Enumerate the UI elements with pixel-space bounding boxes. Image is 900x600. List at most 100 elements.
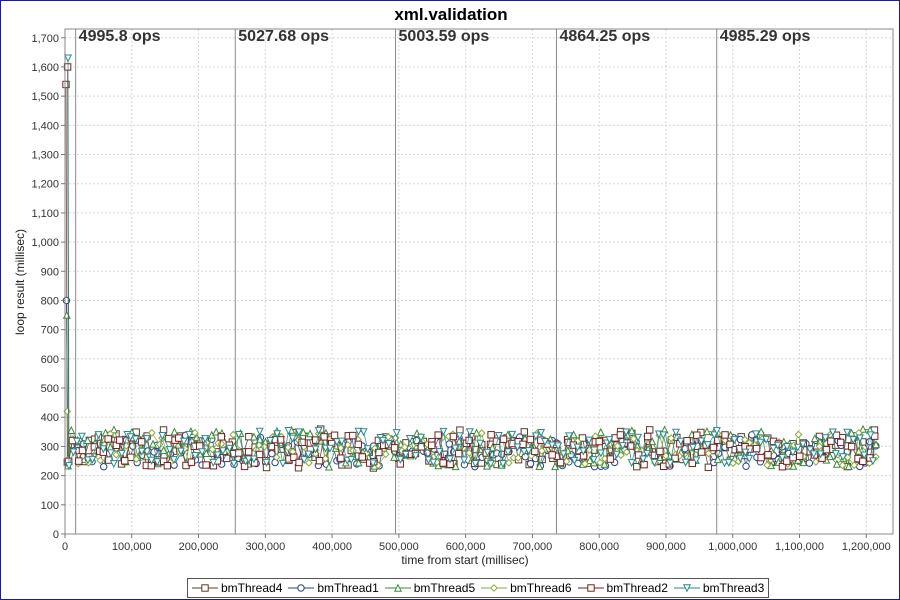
data-point bbox=[741, 435, 749, 444]
data-point bbox=[429, 458, 438, 467]
data-point bbox=[272, 453, 281, 462]
data-point bbox=[580, 459, 589, 468]
data-point bbox=[455, 432, 464, 441]
series-line-bmThread2 bbox=[67, 66, 876, 468]
data-point bbox=[390, 444, 399, 452]
series-bmThread2 bbox=[63, 63, 879, 471]
data-point bbox=[843, 453, 852, 462]
data-point bbox=[821, 434, 830, 443]
data-point bbox=[688, 459, 696, 468]
data-point bbox=[244, 448, 253, 456]
data-point bbox=[439, 459, 447, 467]
x-tick-label: 900,000 bbox=[646, 541, 686, 553]
data-point bbox=[299, 427, 308, 436]
data-point bbox=[147, 456, 156, 465]
data-point bbox=[806, 446, 815, 455]
data-point bbox=[273, 430, 282, 439]
data-point bbox=[255, 427, 264, 436]
data-point bbox=[378, 436, 387, 445]
data-point bbox=[99, 445, 108, 454]
data-point bbox=[213, 451, 222, 460]
y-tick-label: 500 bbox=[41, 383, 59, 395]
data-point bbox=[703, 441, 712, 450]
data-point bbox=[381, 450, 390, 459]
legend-label: bmThread2 bbox=[606, 581, 668, 595]
x-tick-label: 1,000,000 bbox=[708, 541, 757, 553]
data-point bbox=[618, 442, 627, 451]
data-point bbox=[330, 431, 339, 439]
data-point bbox=[704, 449, 713, 458]
data-point bbox=[520, 428, 529, 436]
data-point bbox=[752, 444, 761, 453]
data-point bbox=[121, 457, 129, 465]
data-point bbox=[487, 431, 495, 439]
data-point bbox=[83, 456, 92, 465]
series-bmThread4 bbox=[62, 80, 879, 472]
data-point bbox=[416, 433, 425, 442]
data-point bbox=[234, 431, 243, 440]
data-point bbox=[656, 447, 664, 456]
data-point bbox=[762, 435, 771, 444]
legend-item-bmThread3: bmThread3 bbox=[673, 581, 764, 595]
data-point bbox=[137, 447, 146, 456]
data-point bbox=[769, 444, 778, 453]
y-tick-label: 1,200 bbox=[31, 179, 59, 191]
y-tick-label: 1,700 bbox=[31, 33, 59, 45]
series-line-bmThread4 bbox=[65, 84, 875, 469]
data-point bbox=[476, 439, 485, 448]
legend-marker-square-icon bbox=[192, 584, 218, 592]
data-point bbox=[585, 456, 594, 465]
data-point bbox=[730, 436, 739, 445]
data-point bbox=[300, 456, 309, 465]
data-point bbox=[249, 455, 258, 464]
data-point bbox=[384, 440, 393, 449]
data-point bbox=[354, 458, 363, 467]
data-point bbox=[622, 428, 631, 437]
data-point bbox=[554, 442, 563, 451]
y-tick-label: 900 bbox=[41, 266, 59, 278]
plot-area-border bbox=[64, 28, 894, 535]
data-point bbox=[559, 450, 568, 459]
data-point bbox=[798, 440, 807, 449]
data-point bbox=[646, 426, 654, 434]
data-point bbox=[764, 451, 772, 459]
legend-marker-shape bbox=[490, 584, 499, 592]
data-point bbox=[671, 454, 679, 463]
data-point bbox=[783, 443, 792, 452]
data-point bbox=[551, 462, 560, 471]
y-tick-label: 100 bbox=[41, 500, 59, 512]
data-point bbox=[69, 448, 78, 457]
data-point bbox=[465, 449, 474, 457]
data-point bbox=[109, 425, 118, 434]
data-point bbox=[179, 437, 188, 446]
data-point bbox=[202, 448, 211, 457]
data-point bbox=[483, 448, 492, 457]
data-point bbox=[460, 456, 469, 465]
y-tick-label: 1,600 bbox=[31, 62, 59, 74]
data-point bbox=[589, 456, 598, 465]
phase-label: 4995.8 ops bbox=[79, 28, 161, 45]
legend-item-bmThread5: bmThread5 bbox=[384, 581, 475, 595]
data-point bbox=[595, 437, 603, 446]
y-tick-label: 700 bbox=[41, 325, 59, 337]
data-point bbox=[650, 451, 659, 460]
data-point bbox=[709, 443, 718, 452]
data-point bbox=[359, 428, 368, 437]
data-point bbox=[96, 456, 105, 465]
data-point bbox=[202, 461, 210, 469]
x-tick-label: 300,000 bbox=[245, 541, 285, 553]
data-point bbox=[773, 441, 782, 450]
data-point bbox=[596, 458, 604, 467]
data-point bbox=[77, 432, 86, 441]
data-point bbox=[229, 430, 238, 439]
data-point bbox=[100, 463, 108, 471]
data-point bbox=[648, 437, 657, 446]
data-point bbox=[369, 459, 378, 468]
data-point bbox=[643, 432, 652, 441]
data-point bbox=[375, 448, 383, 457]
data-point bbox=[262, 458, 271, 467]
data-point bbox=[627, 459, 636, 468]
data-point bbox=[537, 446, 546, 455]
data-point bbox=[217, 433, 225, 441]
